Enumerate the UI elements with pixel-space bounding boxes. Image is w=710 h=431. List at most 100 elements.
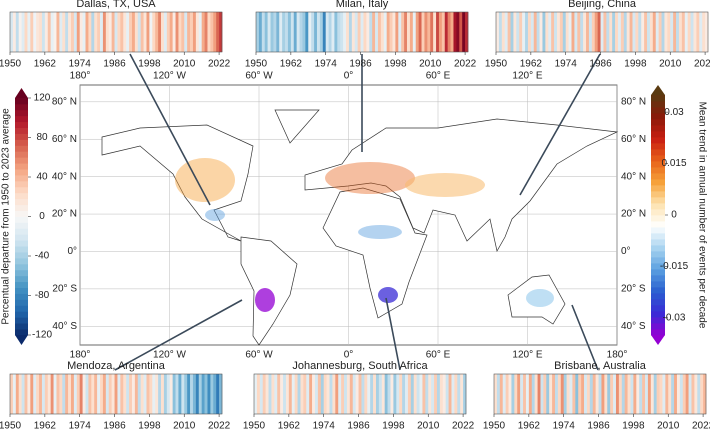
stripe bbox=[372, 12, 376, 52]
trend-area bbox=[526, 289, 554, 307]
stripe bbox=[494, 374, 498, 414]
trend-area bbox=[255, 288, 275, 312]
stripe bbox=[389, 12, 393, 52]
stripe bbox=[659, 374, 663, 414]
stripe bbox=[204, 12, 208, 52]
stripe bbox=[383, 12, 387, 52]
stripe bbox=[73, 374, 78, 414]
stripe bbox=[542, 12, 546, 52]
stripe bbox=[358, 374, 362, 414]
stripe bbox=[431, 374, 435, 414]
stripe bbox=[586, 374, 591, 414]
colorbar-segment bbox=[15, 323, 28, 330]
colorbar-segment bbox=[15, 186, 28, 194]
stripe bbox=[56, 12, 60, 52]
stripe bbox=[18, 12, 22, 52]
lat-tick-label: 40° S bbox=[52, 321, 77, 332]
colorbar-segment bbox=[15, 329, 28, 336]
stripe bbox=[198, 12, 202, 52]
stripe bbox=[341, 374, 345, 414]
colorbar-tick-label: -0.03 bbox=[663, 312, 686, 323]
stripe bbox=[448, 374, 452, 414]
stripe bbox=[516, 12, 520, 52]
stripe bbox=[703, 374, 707, 414]
arrow bbox=[129, 53, 211, 206]
stripe bbox=[53, 374, 57, 414]
stripe bbox=[583, 12, 587, 52]
stripe bbox=[510, 12, 514, 52]
panel-frame bbox=[493, 373, 707, 415]
stripe bbox=[504, 12, 508, 52]
lat-tick-label: 20° S bbox=[621, 284, 646, 295]
stripe bbox=[97, 12, 101, 52]
stripe bbox=[668, 374, 672, 414]
stripe bbox=[434, 374, 438, 414]
colorbar-segment bbox=[15, 263, 28, 271]
stripe bbox=[207, 12, 211, 52]
lon-tick-label: 180° bbox=[70, 71, 91, 82]
year-tick-label: 2010 bbox=[657, 421, 680, 431]
stripe bbox=[309, 374, 313, 414]
colorbar-segment bbox=[15, 133, 28, 140]
stripe bbox=[569, 374, 573, 414]
year-tick-label: 1962 bbox=[280, 59, 303, 70]
stripe bbox=[679, 374, 684, 414]
stripe bbox=[410, 374, 415, 414]
year-tick-label: 1998 bbox=[138, 421, 161, 431]
stripe bbox=[134, 374, 139, 414]
colorbar-segment bbox=[651, 293, 665, 300]
stripe bbox=[39, 374, 43, 414]
stripe bbox=[425, 374, 429, 414]
stripe bbox=[21, 374, 25, 414]
year-tick-label: 1950 bbox=[0, 421, 22, 431]
stripe bbox=[496, 374, 501, 414]
stripe bbox=[325, 12, 329, 52]
arrow bbox=[114, 299, 243, 371]
stripe bbox=[568, 12, 572, 52]
stripe bbox=[88, 12, 92, 52]
colorbar-segment bbox=[15, 317, 28, 324]
stripe bbox=[700, 374, 704, 414]
colorbar-tick-label: -0.015 bbox=[660, 261, 689, 272]
lat-tick-label: 80° N bbox=[621, 96, 646, 107]
stripe bbox=[507, 12, 511, 52]
colorbar-arrow bbox=[15, 335, 28, 345]
lat-tick-label: 0° bbox=[67, 246, 77, 257]
stripe bbox=[610, 374, 614, 414]
year-tick-label: 2010 bbox=[417, 421, 440, 431]
stripe bbox=[647, 374, 652, 414]
stripe bbox=[178, 12, 182, 52]
stripe bbox=[300, 374, 304, 414]
lon-tick-label: 120° E bbox=[512, 71, 542, 82]
lat-tick-label: 20° S bbox=[52, 284, 77, 295]
stripe bbox=[525, 374, 530, 414]
stripe bbox=[552, 374, 556, 414]
stripe bbox=[181, 12, 185, 52]
stripe bbox=[287, 12, 292, 52]
stripe bbox=[598, 374, 602, 414]
stripe bbox=[390, 374, 394, 414]
stripe bbox=[399, 374, 403, 414]
colorbar-label: Percentual departure from 1950 to 2023 a… bbox=[1, 108, 12, 325]
year-tick-label: 2022 bbox=[208, 59, 231, 70]
lat-tick-label: 20° N bbox=[52, 209, 77, 220]
stripe bbox=[613, 374, 617, 414]
stripe bbox=[404, 12, 408, 52]
stripe bbox=[288, 374, 293, 414]
colorbar-segment bbox=[15, 293, 28, 300]
colorbar-segment bbox=[651, 209, 665, 216]
stripe bbox=[557, 374, 562, 414]
stripe bbox=[629, 12, 633, 52]
stripe bbox=[344, 374, 348, 414]
stripe bbox=[207, 374, 211, 414]
colorbar-segment bbox=[15, 257, 28, 265]
colorbar-segment bbox=[15, 103, 28, 111]
stripe bbox=[682, 374, 686, 414]
colorbar-segment bbox=[15, 98, 28, 105]
stripe bbox=[375, 374, 380, 414]
stripe bbox=[120, 12, 124, 52]
stripe bbox=[416, 374, 420, 414]
stripe bbox=[68, 374, 72, 414]
stripe bbox=[398, 12, 402, 52]
stripe bbox=[511, 374, 515, 414]
